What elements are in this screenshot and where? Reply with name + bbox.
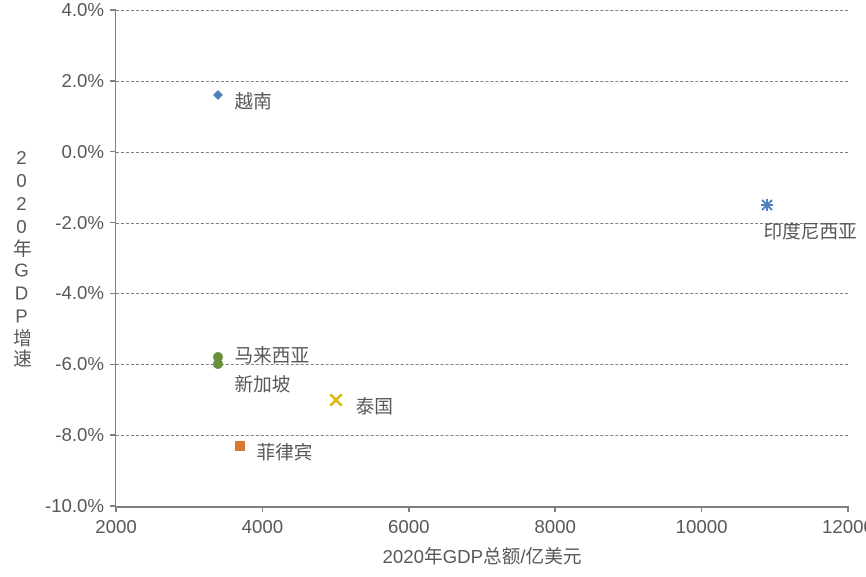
x-tick-label: 2000 xyxy=(95,516,137,538)
data-point xyxy=(213,90,223,100)
gridline-y xyxy=(116,364,848,365)
data-point xyxy=(235,441,245,451)
data-label: 马来西亚 xyxy=(234,341,309,368)
data-point xyxy=(330,394,342,406)
x-tick-label: 12000 xyxy=(822,516,866,538)
gridline-y xyxy=(116,223,848,224)
gridline-y xyxy=(116,10,848,11)
data-point xyxy=(213,359,223,369)
x-axis-title: 2020年GDP总额/亿美元 xyxy=(116,542,848,569)
x-tick-label: 4000 xyxy=(242,516,284,538)
gridline-y xyxy=(116,435,848,436)
y-axis-line xyxy=(115,10,117,508)
x-tick-label: 8000 xyxy=(534,516,576,538)
data-label: 泰国 xyxy=(356,392,393,419)
gridline-y xyxy=(116,81,848,82)
gridline-y xyxy=(116,293,848,294)
gdp-scatter-chart: -10.0%-8.0%-6.0%-4.0%-2.0%0.0%2.0%4.0%20… xyxy=(0,0,866,577)
gridline-y xyxy=(116,152,848,153)
data-label: 新加坡 xyxy=(234,370,290,397)
data-point xyxy=(761,199,773,211)
data-label: 越南 xyxy=(234,87,271,114)
x-axis-line xyxy=(115,506,849,508)
y-axis-title: 2020年GDP增速 xyxy=(8,10,35,506)
x-tick-label: 6000 xyxy=(388,516,430,538)
data-label: 印度尼西亚 xyxy=(763,217,856,244)
x-tick-label: 10000 xyxy=(676,516,728,538)
data-label: 菲律宾 xyxy=(256,438,312,465)
